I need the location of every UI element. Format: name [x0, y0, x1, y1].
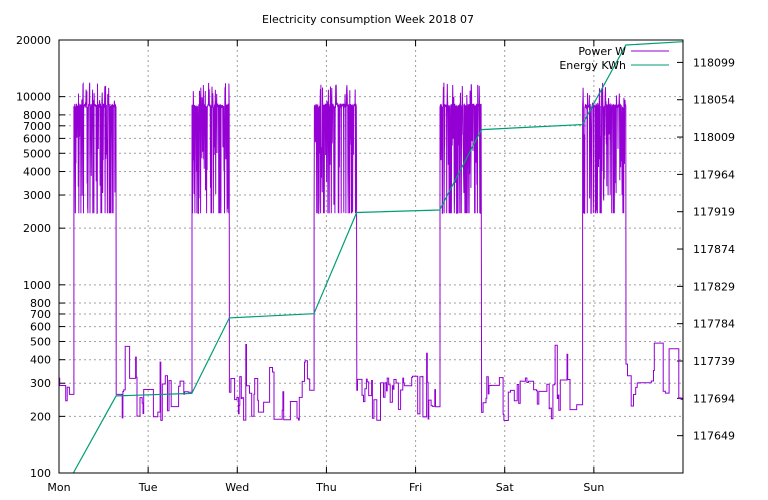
- plot-frame: [58, 39, 684, 474]
- x-tick-label: Wed: [225, 481, 249, 494]
- legend-label: Power W: [578, 45, 626, 58]
- y-right-tick-label: 118099: [693, 56, 735, 69]
- y-left-tick-label: 5000: [23, 147, 51, 160]
- x-tick-label: Mon: [47, 481, 70, 494]
- y-right-tick-label: 117649: [693, 430, 735, 443]
- y-left-tick-label: 20000: [16, 34, 51, 47]
- y-left-tick-label: 8000: [23, 109, 51, 122]
- series-line-power: [59, 82, 684, 421]
- y-left-tick-label: 3000: [23, 189, 51, 202]
- y-left-tick-label: 100: [30, 467, 51, 480]
- y-left-tick-label: 600: [30, 321, 51, 334]
- y-right-tick-label: 117874: [693, 243, 735, 256]
- y-left-tick-label: 6000: [23, 132, 51, 145]
- y-left-tick-label: 2000: [23, 222, 51, 235]
- x-tick-label: Tue: [138, 481, 158, 494]
- y-left-tick-label: 400: [30, 354, 51, 367]
- y-left-tick-label: 200: [30, 410, 51, 423]
- y-right-tick-label: 117919: [693, 206, 735, 219]
- y-left-tick-label: 800: [30, 297, 51, 310]
- y-right-tick-label: 117784: [693, 318, 735, 331]
- y-left-tick-label: 1000: [23, 279, 51, 292]
- y-left-tick-label: 500: [30, 335, 51, 348]
- y-right-tick-label: 117694: [693, 392, 735, 405]
- series-line-energy: [72, 41, 683, 473]
- y-left-tick-label: 300: [30, 377, 51, 390]
- y-left-tick-label: 10000: [16, 91, 51, 104]
- y-right-tick-label: 117829: [693, 280, 735, 293]
- y-right-tick-label: 117964: [693, 168, 735, 181]
- y-right-tick-label: 117739: [693, 355, 735, 368]
- y-left-tick-label: 700: [30, 308, 51, 321]
- grid: [59, 40, 683, 473]
- x-tick-label: Fri: [409, 481, 422, 494]
- x-tick-label: Sun: [583, 481, 604, 494]
- y-left-tick-label: 7000: [23, 120, 51, 133]
- y-right-tick-label: 118054: [693, 94, 735, 107]
- chart-title: Electricity consumption Week 2018 07: [262, 13, 474, 26]
- x-tick-label: Sat: [496, 481, 515, 494]
- x-tick-label: Thu: [315, 481, 337, 494]
- legend-label: Energy KWh: [559, 59, 626, 72]
- y-left-tick-label: 4000: [23, 166, 51, 179]
- series-layer: [59, 41, 684, 473]
- y-right-tick-label: 118009: [693, 131, 735, 144]
